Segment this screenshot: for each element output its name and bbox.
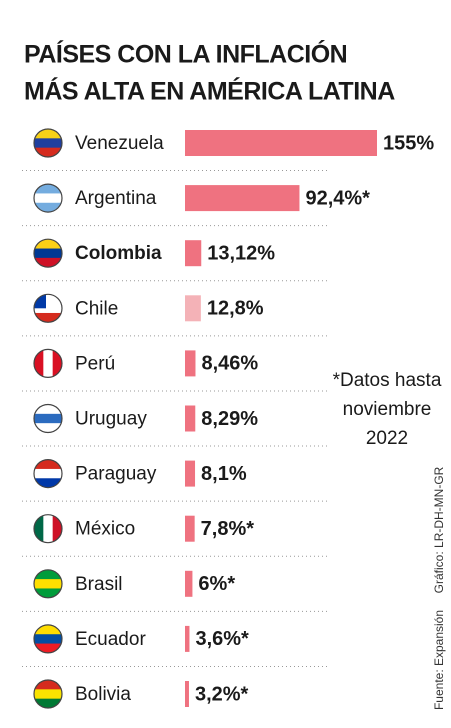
flag	[34, 184, 62, 213]
value-label: 92,4%*	[305, 187, 370, 209]
flag-stripe	[34, 239, 62, 250]
flag-stripe	[34, 459, 62, 470]
bar	[185, 350, 196, 377]
bar	[185, 185, 300, 212]
flag	[34, 129, 62, 157]
credit: Gráfico: LR-DH-MN-GR	[432, 466, 446, 593]
category-label: Argentina	[75, 188, 157, 209]
chart-title: MÁS ALTA EN AMÉRICA LATINA	[24, 77, 395, 106]
bar	[185, 681, 189, 707]
flag-stripe	[34, 624, 62, 635]
bar	[185, 240, 202, 267]
category-label: México	[75, 519, 135, 540]
flag-stripe	[34, 138, 62, 149]
bar	[185, 515, 195, 542]
flag-stripe	[52, 349, 62, 378]
flag-border	[33, 183, 63, 213]
flag-border	[33, 403, 63, 434]
flag-stripe	[34, 689, 62, 700]
flag-border	[33, 348, 63, 378]
flag-stripe	[34, 404, 62, 415]
flag-stripe	[34, 634, 62, 645]
value-label: 6%*	[198, 573, 235, 595]
flag-stripe	[34, 478, 62, 488]
flag	[34, 459, 62, 488]
flag-stripe	[34, 129, 62, 139]
bar	[185, 130, 377, 156]
value-label: 12,8%	[207, 298, 264, 320]
flag	[34, 404, 62, 433]
category-label: Chile	[75, 298, 118, 319]
category-label: Perú	[75, 353, 115, 374]
bar	[185, 625, 190, 652]
flag-stripe	[34, 569, 62, 580]
category-label: Ecuador	[75, 629, 146, 650]
note: 2022	[366, 428, 408, 449]
flag-border	[33, 514, 63, 544]
bar	[185, 460, 196, 487]
flag	[34, 514, 62, 543]
value-label: 8,1%	[201, 463, 247, 485]
credit: Fuente: Expansión	[432, 610, 446, 710]
value-label: 155%	[383, 132, 434, 154]
flag	[34, 239, 62, 268]
category-label: Uruguay	[75, 409, 147, 430]
flag-stripe	[34, 193, 62, 204]
category-label: Brasil	[75, 574, 123, 595]
flag-stripe	[34, 514, 44, 543]
flag-stripe	[34, 423, 62, 433]
flag-border	[33, 569, 63, 599]
flag-stripe	[34, 303, 62, 314]
flag-stripe	[34, 248, 62, 259]
flag-stripe	[34, 698, 62, 708]
flag-stripe	[34, 579, 62, 589]
flag-border	[33, 459, 63, 489]
value-label: 13,12%	[207, 242, 275, 264]
flag-stripe	[43, 349, 54, 378]
value-label: 3,2%*	[195, 683, 249, 705]
flag	[34, 349, 62, 378]
category-label: Venezuela	[75, 133, 164, 154]
flag-border	[33, 679, 63, 709]
bar	[185, 295, 201, 322]
flag-stripe	[34, 184, 62, 194]
value-label: 7,8%*	[201, 518, 255, 540]
flag-stripe	[34, 147, 62, 157]
flag-stripe	[43, 514, 54, 543]
category-label: Colombia	[75, 243, 162, 264]
flag-stripe	[34, 312, 62, 323]
flag-stripe	[34, 588, 62, 598]
flag	[34, 680, 62, 708]
flag-stripe	[34, 680, 62, 690]
note: *Datos hasta	[333, 370, 442, 391]
category-label: Bolivia	[75, 684, 131, 705]
flag-stripe	[34, 468, 62, 479]
flag-border	[33, 624, 63, 654]
flag-stripe	[34, 349, 44, 378]
flag	[34, 624, 62, 653]
flag-border	[33, 293, 63, 323]
flag	[34, 569, 62, 598]
flag-stripe	[34, 202, 62, 213]
value-label: 8,46%	[201, 353, 258, 375]
note: noviembre	[343, 399, 432, 420]
flag-stripe	[34, 413, 62, 424]
chart-title: PAÍSES CON LA INFLACIÓN	[24, 39, 347, 69]
flag-stripe	[52, 514, 62, 543]
bar	[185, 405, 196, 432]
bar	[185, 570, 193, 597]
flag-stripe	[34, 643, 62, 653]
category-label: Paraguay	[75, 464, 157, 485]
flag-border	[33, 238, 63, 268]
flag-border	[33, 128, 63, 158]
value-label: 8,29%	[201, 408, 258, 430]
flag-stripe	[34, 257, 62, 268]
value-label: 3,6%*	[195, 628, 249, 650]
flag-stripe	[34, 294, 62, 305]
